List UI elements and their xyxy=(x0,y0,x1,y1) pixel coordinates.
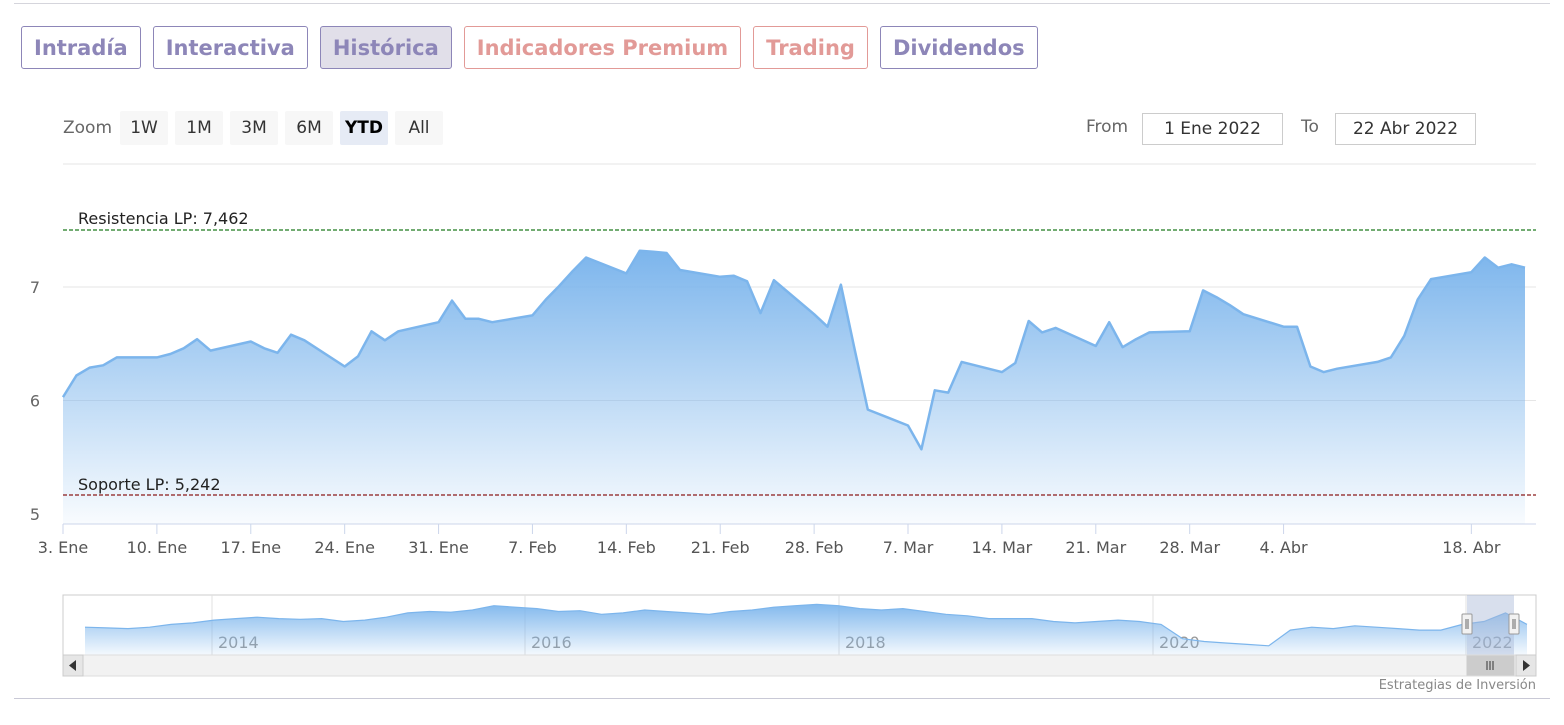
scrollbar-track[interactable] xyxy=(62,654,1537,677)
x-tick-label: 14. Mar xyxy=(972,538,1033,557)
x-tick-label: 17. Ene xyxy=(220,538,281,557)
x-tick-label: 21. Feb xyxy=(691,538,750,557)
zoom-ytd-button[interactable]: YTD xyxy=(340,111,388,145)
navigator-handle-left[interactable] xyxy=(1461,613,1473,635)
x-axis-ticks: 3. Ene 10. Ene 17. Ene 24. Ene 31. Ene 7. Feb… xyxy=(38,524,1501,557)
zoom-1m-button[interactable]: 1M xyxy=(175,111,223,145)
x-tick-label: 4. Abr xyxy=(1260,538,1308,557)
tab-interactiva[interactable]: Interactiva xyxy=(152,26,308,69)
tab-dividendos[interactable]: Dividendos xyxy=(879,26,1038,69)
zoom-label: Zoom xyxy=(63,118,113,138)
x-tick-label: 31. Ene xyxy=(408,538,469,557)
y-tick-label: 5 xyxy=(30,505,40,524)
tab-historica[interactable]: Histórica xyxy=(319,26,452,69)
navigator-line xyxy=(84,603,1528,647)
zoom-all-button[interactable]: All xyxy=(395,111,443,145)
zoom-6m-button[interactable]: 6M xyxy=(285,111,333,145)
navigator[interactable]: 20142016201820202022 xyxy=(62,594,1537,656)
navigator-handle-right[interactable] xyxy=(1508,613,1520,635)
scroll-left-arrow-icon xyxy=(69,660,76,671)
range-to-input[interactable]: 22 Abr 2022 xyxy=(1335,113,1476,145)
range-to-label: To xyxy=(1301,117,1319,137)
range-from-label: From xyxy=(1086,117,1129,137)
x-tick-label: 7. Mar xyxy=(883,538,934,557)
x-tick-label: 10. Ene xyxy=(127,538,188,557)
zoom-3m-button[interactable]: 3M xyxy=(230,111,278,145)
x-tick-label: 21. Mar xyxy=(1065,538,1126,557)
chart-tabs: Intradía Interactiva Histórica Indicador… xyxy=(21,26,1038,69)
zoom-1w-button[interactable]: 1W xyxy=(120,111,168,145)
y-tick-label: 6 xyxy=(30,392,40,411)
tab-intradia[interactable]: Intradía xyxy=(21,26,141,69)
scrollbar[interactable] xyxy=(62,654,1537,677)
price-area xyxy=(63,250,1525,524)
tab-indicadores-premium[interactable]: Indicadores Premium xyxy=(463,26,742,69)
x-tick-label: 3. Ene xyxy=(38,538,88,557)
x-tick-label: 28. Mar xyxy=(1159,538,1220,557)
range-from-input[interactable]: 1 Ene 2022 xyxy=(1142,113,1283,145)
y-tick-label: 7 xyxy=(30,278,40,297)
navigator-area xyxy=(85,604,1527,655)
x-tick-label: 18. Abr xyxy=(1442,538,1501,557)
scroll-right-arrow-icon xyxy=(1523,660,1530,671)
x-tick-label: 24. Ene xyxy=(314,538,375,557)
zoom-buttons: 1W 1M 3M 6M YTD All xyxy=(120,111,443,145)
x-tick-label: 28. Feb xyxy=(785,538,844,557)
navigator-selection[interactable] xyxy=(1467,595,1514,655)
y-axis-labels: 5 6 7 xyxy=(30,278,40,524)
support-label: Soporte LP: 5,242 xyxy=(78,475,221,494)
scrollbar-grip-icon xyxy=(1486,661,1494,670)
bottom-divider xyxy=(14,698,1550,699)
x-tick-label: 14. Feb xyxy=(597,538,656,557)
top-divider xyxy=(14,3,1550,4)
credits-link[interactable]: Estrategias de Inversión xyxy=(1378,678,1536,693)
x-tick-label: 7. Feb xyxy=(508,538,557,557)
tab-trading[interactable]: Trading xyxy=(753,26,868,69)
price-line xyxy=(61,249,1526,451)
resistance-label: Resistencia LP: 7,462 xyxy=(78,209,249,228)
